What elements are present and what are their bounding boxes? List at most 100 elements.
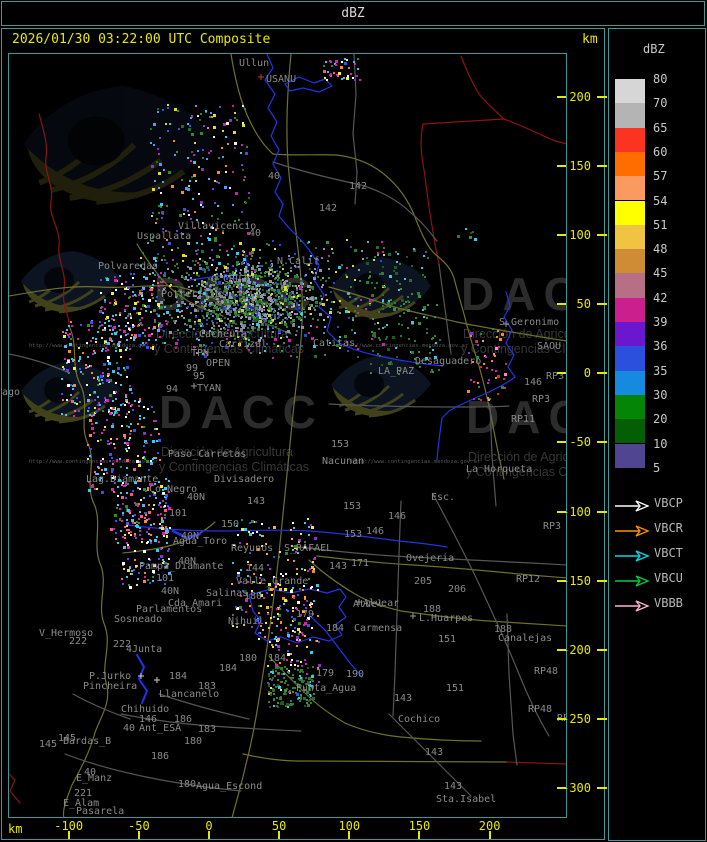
- colorbar-value: 60: [653, 144, 668, 159]
- map-place-label: TPN: [191, 348, 209, 359]
- x-axis-tick-label: 200: [478, 819, 501, 833]
- map-olive-line: [308, 559, 566, 627]
- radar-echo-cluster: [366, 247, 429, 302]
- colorbar-swatch: [615, 297, 645, 322]
- colorbar-value: 42: [653, 290, 668, 305]
- map-place-label: 179: [316, 668, 334, 679]
- colorbar-value: 70: [653, 96, 668, 111]
- map-olive-line: [272, 153, 505, 480]
- colorbar-swatch: [615, 419, 645, 444]
- x-axis-tick-label: -50: [128, 819, 150, 833]
- window-title: dBZ: [341, 6, 365, 21]
- map-place-label: RP3: [543, 521, 561, 532]
- radar-echo-cluster: [457, 228, 477, 241]
- radar-echo-cluster: [467, 328, 507, 401]
- watermark-eye-logo: [24, 85, 215, 205]
- map-blue-line: [309, 250, 444, 367]
- x-axis-tick-label: -100: [54, 819, 84, 833]
- map-place-label: P.Jurko: [89, 671, 131, 682]
- x-axis-tick: [418, 831, 421, 839]
- map-blue-line: [126, 524, 448, 548]
- map-place-label: Ant_ESA: [139, 723, 181, 734]
- svg-text:Dirección de Agricultura: Dirección de Agricultura: [468, 450, 566, 464]
- colorbar-swatch: [615, 370, 645, 395]
- map-place-label: Llancanelo: [159, 689, 219, 700]
- map-place-label: 40N: [161, 586, 179, 597]
- map-place-label: Villavicencio: [178, 221, 256, 232]
- svg-text:y Contingencias Climáticas: y Contingencias Climáticas: [154, 342, 304, 356]
- map-place-label: 144: [246, 563, 264, 574]
- map-gray-line: [9, 353, 68, 373]
- map-place-label: 95: [193, 371, 205, 382]
- x-axis-tick: [137, 831, 140, 839]
- watermark-url-text: http://www.contingencias.mendoza.gov.ar: [351, 459, 481, 465]
- map-place-label: 101: [169, 508, 187, 519]
- y-axis-tick-outer: [597, 579, 607, 582]
- map-place-label: 4Junta: [126, 644, 162, 655]
- map-place-label: Esc.: [431, 492, 455, 503]
- colorbar-swatch: [615, 127, 645, 152]
- map-place-label: 40: [249, 228, 261, 239]
- colorbar-value: 65: [653, 120, 668, 135]
- map-place-label: Desaguadero: [415, 356, 481, 367]
- map-place-label: Canalejas: [498, 633, 552, 644]
- map-place-label: G_CRUZ: [211, 274, 247, 285]
- map-place-label: SAOU: [537, 341, 561, 352]
- map-red-line: [38, 113, 70, 327]
- map-place-label: 180: [244, 591, 262, 602]
- map-place-label: 171: [351, 558, 369, 569]
- map-blue-line: [308, 614, 363, 678]
- map-place-label: 150: [221, 519, 239, 530]
- y-axis-tick: [557, 579, 566, 582]
- vector-label: VBCP: [654, 496, 683, 510]
- map-place-label: 40: [268, 171, 280, 182]
- map-place-label: Ullun: [239, 58, 269, 69]
- map-place-label: N.Calif: [277, 256, 319, 267]
- map-place-label: Sta.Isabel: [436, 794, 496, 805]
- watermark-eye-logo: [331, 355, 431, 418]
- radar-echo-cluster: [121, 502, 171, 589]
- x-axis-tick: [278, 831, 281, 839]
- y-axis-tick-label: -150: [562, 573, 591, 588]
- x-axis-tick-label: 150: [408, 819, 431, 833]
- map-gray-line: [438, 263, 452, 355]
- map-place-label: 153: [343, 501, 361, 512]
- map-place-label: E_Alam: [63, 798, 99, 809]
- map-gray-line: [158, 693, 250, 720]
- y-axis-tick-outer: [597, 787, 607, 790]
- map-place-label: 180: [184, 736, 202, 747]
- y-axis-tick-outer: [597, 441, 607, 444]
- map-place-label: 146: [139, 714, 157, 725]
- colorbar-swatch: [615, 151, 645, 177]
- map-gray-line: [489, 405, 497, 507]
- map-place-label: 180: [239, 653, 257, 664]
- map-place-label: Nacunan: [322, 456, 364, 467]
- colorbar-swatch: [615, 103, 645, 128]
- map-gray-line: [432, 493, 550, 737]
- map-place-label: 143: [425, 747, 443, 758]
- x-axis-tick: [67, 831, 70, 839]
- map-place-label: Cda_Amari: [168, 598, 222, 609]
- colorbar-value: 48: [653, 242, 668, 257]
- map-place-label: 222: [113, 639, 131, 650]
- map-place-label: Ovejeria: [406, 553, 454, 564]
- map-place-label: Paso_Carretas: [168, 449, 246, 460]
- colorbar-swatch: [615, 200, 645, 225]
- y-axis-tick-label: 50: [576, 297, 591, 312]
- map-blue-line: [171, 529, 202, 540]
- map-olive-line: [230, 54, 274, 155]
- station-marker: [503, 321, 509, 327]
- colorbar-value: 36: [653, 339, 668, 354]
- y-axis-tick: [557, 372, 566, 375]
- colorbar-value: 35: [653, 363, 668, 378]
- map-place-label: 153: [331, 439, 349, 450]
- y-axis-tick-outer: [597, 718, 607, 720]
- station-marker: [356, 599, 362, 605]
- map-place-label: 179: [296, 609, 314, 620]
- map-place-label: 180: [178, 779, 196, 790]
- colorbar-value: 51: [653, 217, 668, 232]
